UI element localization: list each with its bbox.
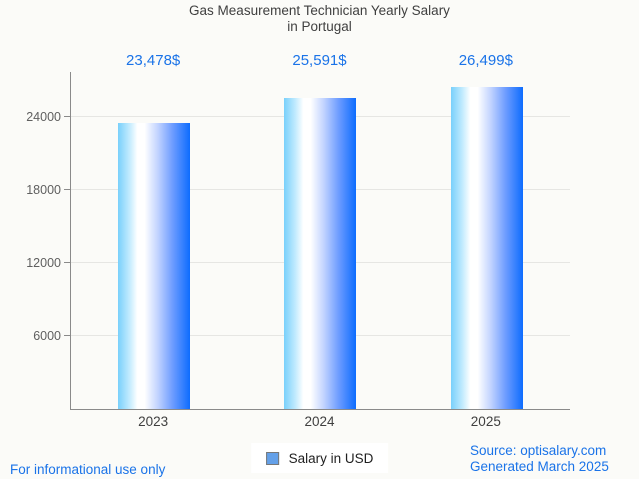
source-text: Source: optisalary.com bbox=[470, 443, 607, 458]
bar-value-labels: 23,478$ 25,591$ 26,499$ bbox=[70, 52, 569, 69]
plot-area: 6000 12000 18000 24000 bbox=[26, 72, 570, 410]
disclaimer-text: For informational use only bbox=[10, 462, 166, 477]
bar-value-label-2024: 25,591$ bbox=[292, 52, 347, 69]
x-axis-label-2024: 2024 bbox=[304, 414, 335, 429]
chart-title-line1: Gas Measurement Technician Yearly Salary bbox=[189, 3, 450, 18]
chart-title-line2: in Portugal bbox=[287, 19, 352, 34]
y-tick-label-6000: 6000 bbox=[33, 329, 61, 344]
legend-label: Salary in USD bbox=[288, 450, 374, 466]
chart-title: Gas Measurement Technician Yearly Salary… bbox=[0, 3, 639, 35]
x-axis-labels: 2023 2024 2025 bbox=[70, 414, 569, 429]
y-tick-mark-18000 bbox=[64, 189, 71, 191]
bar-2025 bbox=[450, 86, 523, 409]
x-axis-label-2023: 2023 bbox=[138, 414, 169, 429]
y-tick-mark-24000 bbox=[64, 116, 71, 118]
bar-column-2025 bbox=[404, 72, 570, 409]
x-axis-label-2025: 2025 bbox=[470, 414, 501, 429]
bar-value-label-2025: 26,499$ bbox=[458, 52, 513, 69]
legend: Salary in USD bbox=[250, 443, 389, 473]
bar-column-2024 bbox=[237, 72, 403, 409]
legend-marker-icon bbox=[265, 451, 279, 465]
bar-columns bbox=[71, 72, 570, 409]
bar-2023 bbox=[118, 123, 191, 409]
bar-2024 bbox=[284, 97, 357, 409]
bar-value-label-2023: 23,478$ bbox=[126, 52, 181, 69]
y-tick-label-18000: 18000 bbox=[26, 183, 61, 198]
bar-column-2023 bbox=[71, 72, 237, 409]
y-tick-mark-12000 bbox=[64, 262, 71, 264]
y-tick-label-12000: 12000 bbox=[26, 256, 61, 271]
source-block: Source: optisalary.com Generated March 2… bbox=[470, 443, 609, 475]
y-tick-label-24000: 24000 bbox=[26, 110, 61, 125]
y-tick-mark-6000 bbox=[64, 335, 71, 337]
generated-text: Generated March 2025 bbox=[470, 459, 609, 474]
